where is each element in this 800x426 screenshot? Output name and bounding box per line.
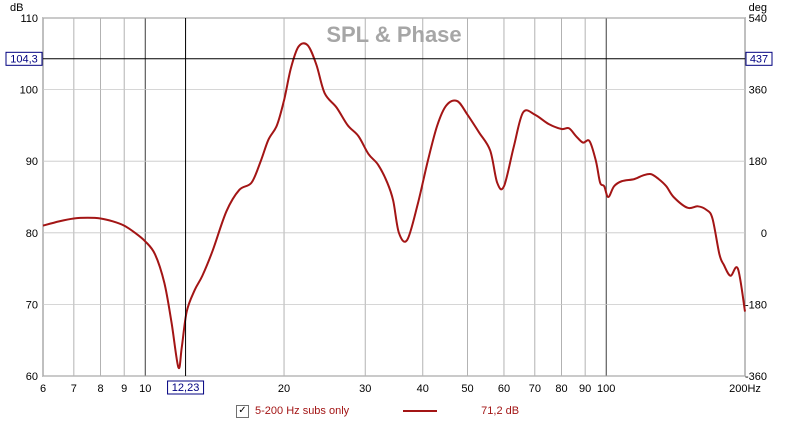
y-right-tick-label: 0: [761, 228, 767, 240]
x-tick-label: 90: [579, 383, 591, 395]
y-left-tick-label: 100: [20, 85, 38, 97]
cursor-crosshair[interactable]: 104,3 437 12,23: [5, 18, 773, 395]
x-tick-label: 8: [98, 383, 104, 395]
cursor-value-readout: 71,2 dB: [481, 405, 520, 417]
legend-line-swatch: [403, 410, 438, 412]
chart-title: SPL & Phase: [326, 22, 461, 47]
series-name-label: 5-200 Hz subs only: [255, 405, 350, 417]
cursor-y-right-label: 437: [750, 53, 768, 65]
x-tick-label: 20: [278, 383, 290, 395]
y-right-tick-label: -180: [745, 299, 767, 311]
x-tick-label: 100: [597, 383, 615, 395]
y-left-axis-ticks: 60 70 80 90 100 110: [20, 13, 38, 383]
y-right-unit-label: deg: [749, 2, 767, 14]
grid-lines: [42, 17, 746, 377]
cursor-y-left-label: 104,3: [10, 53, 38, 65]
x-tick-label: 40: [417, 383, 429, 395]
x-tick-label: 200Hz: [729, 383, 761, 395]
y-right-tick-label: -360: [745, 371, 767, 383]
y-left-tick-label: 110: [20, 13, 38, 25]
x-tick-label: 50: [461, 383, 473, 395]
y-right-tick-label: 540: [749, 13, 767, 25]
cursor-y-left-label-box: [5, 51, 43, 66]
legend: ✓ 5-200 Hz subs only 71,2 dB: [236, 402, 519, 420]
x-tick-label: 7: [71, 383, 77, 395]
x-tick-label: 9: [121, 383, 127, 395]
y-right-tick-label: 360: [749, 85, 767, 97]
y-left-tick-label: 80: [26, 228, 38, 240]
x-tick-label: 70: [529, 383, 541, 395]
x-tick-label: 10: [139, 383, 151, 395]
y-right-tick-label: 180: [749, 156, 767, 168]
x-tick-label: 6: [40, 383, 46, 395]
y-left-tick-label: 60: [26, 371, 38, 383]
cursor-y-right-label-box: [745, 51, 773, 66]
cursor-x-label-box: [167, 380, 205, 395]
y-left-tick-label: 70: [26, 299, 38, 311]
series-visibility-checkbox[interactable]: ✓: [236, 404, 249, 418]
x-tick-label: 60: [498, 383, 510, 395]
checkmark-icon: ✓: [238, 405, 247, 416]
cursor-x-label: 12,23: [172, 382, 200, 394]
x-tick-label: 30: [359, 383, 371, 395]
x-axis-ticks: 6 7 8 9 10 20 30 40 50 60 70 80 90 100 200Hz: [40, 383, 761, 395]
spl-phase-chart: SPL & Phase dB deg 6 7 8 9 10 20 30 40 50 60 70 80 9…: [5, 2, 773, 395]
y-right-axis-ticks: -360 -180 0 180 360 540: [745, 13, 767, 383]
series-lines: [42, 42, 746, 370]
y-left-tick-label: 90: [26, 156, 38, 168]
plot-area[interactable]: [42, 17, 746, 377]
x-tick-label: 80: [555, 383, 567, 395]
series-line: [42, 42, 746, 370]
y-left-unit-label: dB: [10, 2, 23, 14]
